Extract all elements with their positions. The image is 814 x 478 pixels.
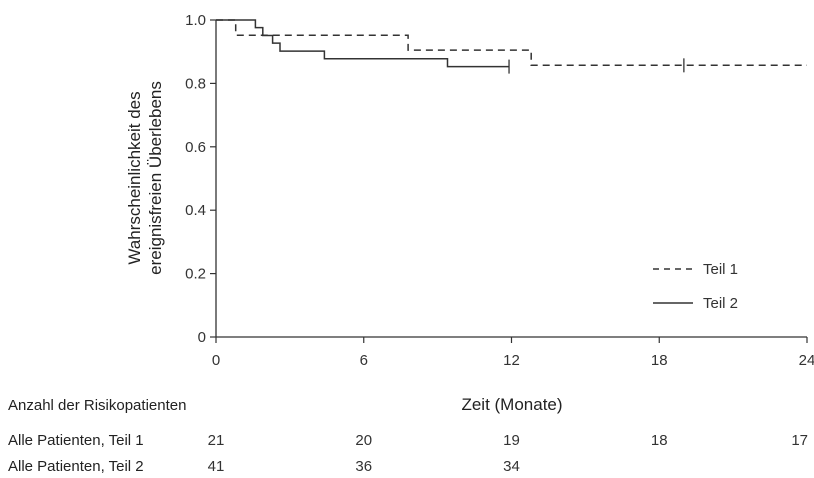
y-tick-label: 0.8 xyxy=(185,75,206,92)
y-tick-label: 1.0 xyxy=(185,12,206,29)
risk-table-heading: Anzahl der Risikopatienten xyxy=(8,397,187,414)
y-tick-label: 0.6 xyxy=(185,139,206,156)
y-tick-label: 0.2 xyxy=(185,266,206,283)
series-line-teil-1 xyxy=(216,19,807,67)
risk-value: 41 xyxy=(207,458,225,475)
axis-ticks: 0 0.2 0.4 0.6 0.8 1.0 0 6 12 18 24 xyxy=(185,12,814,369)
legend-label-teil-1: Teil 1 xyxy=(703,261,738,278)
series-layer xyxy=(216,19,807,74)
risk-value: 17 xyxy=(791,432,808,449)
risk-value: 18 xyxy=(650,432,668,449)
risk-value: 36 xyxy=(355,458,373,475)
x-axis-title: Zeit (Monate) xyxy=(461,395,562,414)
risk-row-label-teil-1: Alle Patienten, Teil 1 xyxy=(8,432,144,449)
risk-value: 19 xyxy=(503,432,520,449)
legend: Teil 1 Teil 2 xyxy=(653,261,738,312)
y-axis-title-line-2: ereignisfreien Überlebens xyxy=(146,81,165,275)
x-tick-label: 24 xyxy=(799,352,814,369)
y-axis-title: Wahrscheinlichkeit des ereignisfreien Üb… xyxy=(125,81,165,275)
risk-value: 21 xyxy=(207,432,225,449)
series-line-teil-2 xyxy=(216,19,509,68)
y-axis-title-line-1: Wahrscheinlichkeit des xyxy=(125,91,144,264)
x-tick-label: 6 xyxy=(360,352,368,369)
x-tick-label: 0 xyxy=(212,352,220,369)
risk-row-label-teil-2: Alle Patienten, Teil 2 xyxy=(8,458,144,475)
legend-label-teil-2: Teil 2 xyxy=(703,295,738,312)
risk-value: 20 xyxy=(355,432,373,449)
x-tick-label: 18 xyxy=(651,352,668,369)
risk-value: 34 xyxy=(503,458,520,475)
y-tick-label: 0 xyxy=(198,329,206,346)
x-tick-label: 12 xyxy=(503,352,520,369)
y-tick-label: 0.4 xyxy=(185,202,206,219)
